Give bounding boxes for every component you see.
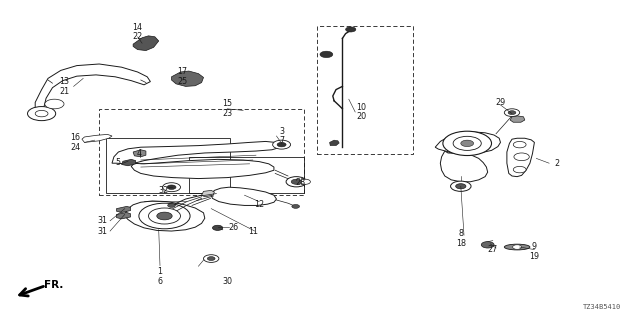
- Text: 17
25: 17 25: [177, 68, 188, 86]
- Polygon shape: [133, 150, 146, 157]
- Circle shape: [508, 111, 516, 115]
- Text: 5: 5: [116, 158, 121, 167]
- Circle shape: [273, 140, 291, 149]
- Polygon shape: [330, 140, 339, 146]
- Circle shape: [453, 136, 481, 150]
- Circle shape: [139, 203, 190, 229]
- Circle shape: [513, 245, 522, 249]
- Circle shape: [157, 212, 172, 220]
- Text: 11: 11: [248, 228, 258, 236]
- Polygon shape: [116, 206, 131, 212]
- Text: 28: 28: [296, 178, 306, 187]
- Text: 29: 29: [495, 98, 506, 107]
- Polygon shape: [133, 36, 159, 51]
- Text: 9
19: 9 19: [529, 242, 540, 260]
- Circle shape: [168, 204, 175, 207]
- Circle shape: [513, 141, 526, 148]
- Circle shape: [456, 184, 466, 189]
- Text: 16
24: 16 24: [70, 133, 81, 152]
- Polygon shape: [510, 116, 525, 122]
- Circle shape: [292, 204, 300, 208]
- Circle shape: [148, 208, 180, 224]
- Circle shape: [277, 142, 286, 147]
- Bar: [99, 109, 304, 195]
- Circle shape: [346, 27, 356, 32]
- Polygon shape: [112, 141, 280, 179]
- Circle shape: [320, 51, 333, 58]
- Text: 8
18: 8 18: [456, 229, 466, 248]
- Polygon shape: [122, 159, 136, 166]
- Text: FR.: FR.: [44, 280, 63, 291]
- Circle shape: [212, 225, 223, 230]
- Circle shape: [35, 110, 48, 117]
- Circle shape: [513, 166, 526, 173]
- Circle shape: [481, 242, 494, 248]
- Text: 32: 32: [158, 186, 168, 195]
- Polygon shape: [172, 71, 204, 86]
- Text: 27: 27: [488, 245, 498, 254]
- Ellipse shape: [504, 244, 530, 250]
- Circle shape: [514, 153, 529, 161]
- Circle shape: [28, 107, 56, 121]
- Polygon shape: [202, 190, 214, 197]
- Circle shape: [286, 177, 307, 187]
- Polygon shape: [35, 64, 150, 115]
- Text: TZ34B5410: TZ34B5410: [582, 304, 621, 310]
- Polygon shape: [440, 151, 488, 182]
- Text: 26: 26: [228, 223, 239, 232]
- Text: 14
22: 14 22: [132, 23, 143, 41]
- Text: 3
7: 3 7: [279, 127, 284, 145]
- Polygon shape: [435, 132, 500, 154]
- Text: 30: 30: [222, 277, 232, 286]
- Circle shape: [45, 99, 64, 109]
- Polygon shape: [507, 138, 534, 177]
- Text: 13
21: 13 21: [59, 77, 69, 96]
- Text: 15
23: 15 23: [222, 100, 232, 118]
- Polygon shape: [125, 201, 205, 231]
- Circle shape: [461, 140, 474, 147]
- Circle shape: [300, 179, 310, 184]
- Text: 1
6: 1 6: [157, 268, 163, 286]
- Circle shape: [167, 185, 176, 189]
- Circle shape: [204, 255, 219, 262]
- Circle shape: [504, 109, 520, 116]
- Text: 2: 2: [554, 159, 559, 168]
- Polygon shape: [116, 212, 131, 219]
- Circle shape: [163, 183, 180, 192]
- Text: 10
20: 10 20: [356, 103, 367, 121]
- Circle shape: [207, 257, 215, 260]
- Bar: [317, 26, 413, 154]
- Circle shape: [443, 131, 492, 156]
- Text: 31: 31: [97, 227, 108, 236]
- Circle shape: [291, 179, 301, 184]
- Polygon shape: [211, 187, 276, 205]
- Bar: [106, 138, 230, 193]
- Circle shape: [451, 181, 471, 191]
- Text: 31: 31: [97, 216, 108, 225]
- Bar: [189, 157, 304, 193]
- Polygon shape: [82, 134, 112, 142]
- Text: 4: 4: [137, 149, 142, 158]
- Text: 12: 12: [254, 200, 264, 209]
